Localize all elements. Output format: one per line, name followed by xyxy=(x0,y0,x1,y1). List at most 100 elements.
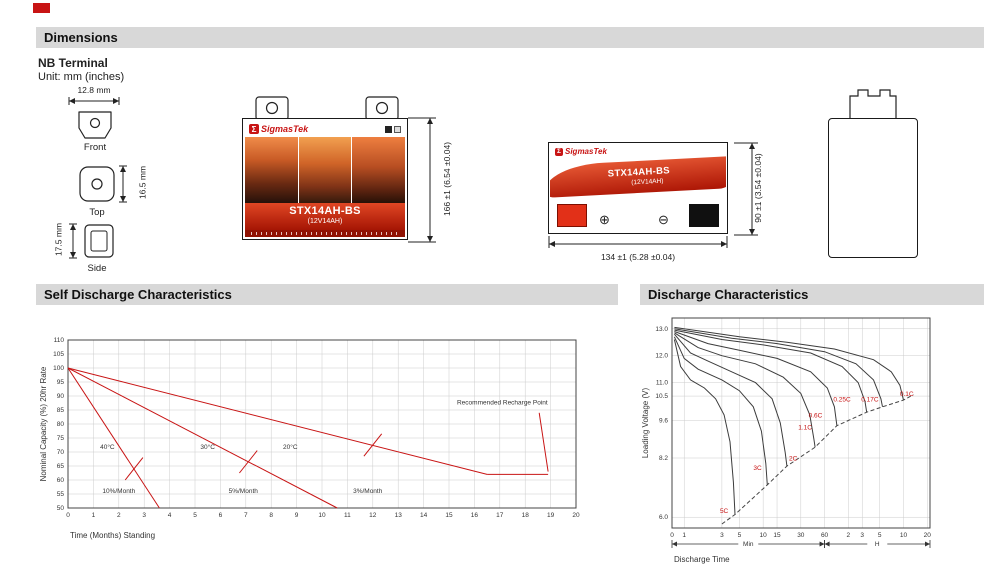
svg-text:1.1C: 1.1C xyxy=(798,425,812,432)
svg-text:95: 95 xyxy=(57,379,65,386)
terminal-side-drawing xyxy=(84,224,114,258)
svg-text:13: 13 xyxy=(395,512,403,519)
cert-icon-light xyxy=(394,125,401,133)
top-height-dimension-arrow xyxy=(119,165,127,203)
svg-text:10: 10 xyxy=(760,532,768,539)
red-swoosh-band: STX14AH-BS (12V14AH) xyxy=(550,156,726,198)
certification-icons xyxy=(385,125,401,133)
svg-text:100: 100 xyxy=(53,365,64,372)
battery-front-terminals-drawing xyxy=(255,96,399,121)
svg-text:75: 75 xyxy=(57,435,65,442)
svg-text:6.0: 6.0 xyxy=(659,514,668,521)
unit-label: Unit: mm (inches) xyxy=(38,71,125,83)
spec-text: (12V14AH) xyxy=(631,177,664,187)
svg-text:5%/Month: 5%/Month xyxy=(229,488,259,495)
svg-text:17: 17 xyxy=(496,512,504,519)
svg-text:Nominal Capacity (%) 20hr Rate: Nominal Capacity (%) 20hr Rate xyxy=(39,366,48,481)
battery-front-drawing: Σ SigmasTek STX14AH-BS (12V14AH) xyxy=(242,118,408,240)
label-header: Σ SigmasTek xyxy=(245,121,405,137)
svg-text:20: 20 xyxy=(924,532,932,539)
svg-text:30: 30 xyxy=(797,532,805,539)
side-height-dimension-arrow2 xyxy=(734,142,758,236)
battery-side-drawing: Σ SigmasTek STX14AH-BS (12V14AH) ⊕ ⊖ xyxy=(548,142,728,234)
svg-text:0.6C: 0.6C xyxy=(809,413,823,420)
svg-text:0.17C: 0.17C xyxy=(861,396,879,403)
svg-text:80: 80 xyxy=(57,421,65,428)
terminal-side-dimension: 17.5 mm xyxy=(53,222,63,257)
svg-text:0.1C: 0.1C xyxy=(900,391,914,398)
svg-text:5: 5 xyxy=(738,532,742,539)
section-header-discharge: Discharge Characteristics xyxy=(640,284,984,305)
model-band: STX14AH-BS (12V14AH) xyxy=(245,203,405,230)
sigma-logo-icon: Σ xyxy=(555,147,563,156)
svg-text:4: 4 xyxy=(168,512,172,519)
svg-text:40°C: 40°C xyxy=(100,443,115,451)
battery-side-label: Σ SigmasTek STX14AH-BS (12V14AH) ⊕ ⊖ xyxy=(550,144,726,232)
motocross-photo-3 xyxy=(352,137,405,203)
battery-end-drawing xyxy=(828,118,918,258)
side-height-dimension-arrow xyxy=(69,223,77,259)
svg-text:50: 50 xyxy=(57,505,65,512)
terminal-front-dimension: 12.8 mm xyxy=(77,85,111,95)
svg-text:18: 18 xyxy=(522,512,530,519)
svg-text:H: H xyxy=(875,541,880,548)
svg-text:60: 60 xyxy=(821,532,829,539)
svg-text:15: 15 xyxy=(445,512,453,519)
terminal-front-drawing xyxy=(78,111,112,139)
side-label-logo: Σ SigmasTek xyxy=(555,147,607,156)
svg-text:16: 16 xyxy=(471,512,479,519)
svg-text:90: 90 xyxy=(57,393,65,400)
section-title-dimensions: Dimensions xyxy=(44,30,118,45)
svg-text:10.5: 10.5 xyxy=(655,393,668,400)
svg-text:5: 5 xyxy=(193,512,197,519)
svg-text:105: 105 xyxy=(53,351,64,358)
self-discharge-chart: 0 1 2 3 4 5 6 7 8 9 10 11 12 13 14 15 16 17 18 19 20 110 105 10… xyxy=(36,312,608,564)
svg-text:2C: 2C xyxy=(789,456,798,463)
svg-text:2: 2 xyxy=(847,532,851,539)
svg-text:10: 10 xyxy=(900,532,908,539)
svg-text:Recommended Recharge Point: Recommended Recharge Point xyxy=(457,399,548,406)
section-header-self-discharge: Self Discharge Characteristics xyxy=(36,284,618,305)
svg-text:0.25C: 0.25C xyxy=(833,396,851,403)
battery-front-label: Σ SigmasTek STX14AH-BS (12V14AH) xyxy=(245,121,405,237)
svg-text:5: 5 xyxy=(878,532,882,539)
negative-symbol: ⊖ xyxy=(658,212,669,227)
svg-text:8.2: 8.2 xyxy=(659,455,668,462)
svg-text:20°C: 20°C xyxy=(283,443,298,451)
svg-text:0: 0 xyxy=(66,512,70,519)
svg-text:110: 110 xyxy=(54,337,65,344)
terminal-top-drawing xyxy=(79,166,115,202)
front-height-dimension-arrow xyxy=(408,117,436,243)
section-title-discharge: Discharge Characteristics xyxy=(648,287,809,302)
nb-terminal-title: NB Terminal xyxy=(38,56,108,70)
sigma-logo-icon: Σ xyxy=(249,124,259,134)
svg-text:0: 0 xyxy=(670,532,674,539)
svg-text:1: 1 xyxy=(92,512,96,519)
terminal-front-label: Front xyxy=(83,142,107,153)
negative-terminal-block xyxy=(689,204,719,227)
svg-text:8: 8 xyxy=(269,512,273,519)
label-fine-print-strip xyxy=(245,230,405,237)
svg-text:70: 70 xyxy=(57,449,65,456)
svg-text:11.0: 11.0 xyxy=(656,380,669,387)
svg-text:3: 3 xyxy=(720,532,724,539)
svg-text:30°C: 30°C xyxy=(200,443,215,451)
svg-text:12: 12 xyxy=(369,512,377,519)
battery-side-height-dimension: 90 ±1 (3.54 ±0.04) xyxy=(753,153,763,223)
terminal-top-label: Top xyxy=(89,207,105,218)
terminal-side-label: Side xyxy=(87,263,107,274)
svg-text:3: 3 xyxy=(142,512,146,519)
motocross-photo-1 xyxy=(245,137,298,203)
battery-side-width-dimension: 134 ±1 (5.28 ±0.04) xyxy=(600,252,676,262)
battery-front-height-dimension: 166 ±1 (6.54 ±0.04) xyxy=(442,141,452,217)
svg-text:14: 14 xyxy=(420,512,428,519)
svg-text:2: 2 xyxy=(117,512,121,519)
front-width-dimension-arrow xyxy=(68,97,120,105)
cert-icon-dark xyxy=(385,125,392,133)
svg-text:10%/Month: 10%/Month xyxy=(102,488,135,495)
model-text: STX14AH-BS xyxy=(289,205,361,217)
section-title-self-discharge: Self Discharge Characteristics xyxy=(44,287,232,302)
svg-text:12.0: 12.0 xyxy=(655,353,668,360)
svg-text:13.0: 13.0 xyxy=(655,326,668,333)
